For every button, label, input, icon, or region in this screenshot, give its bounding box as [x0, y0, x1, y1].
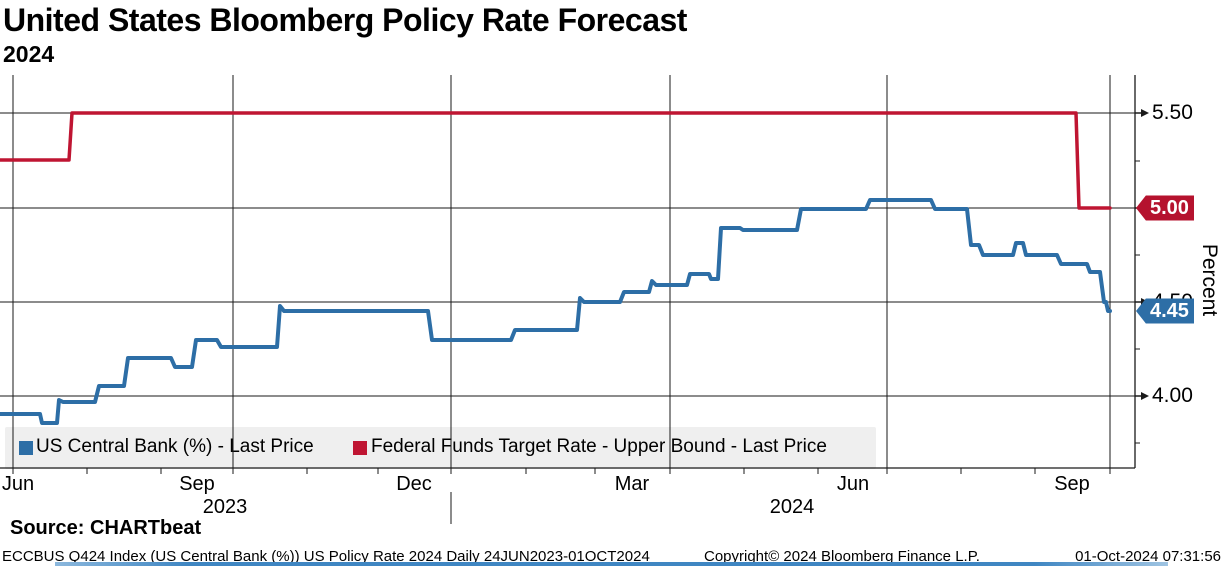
x-year-label: 2023 — [202, 496, 248, 518]
x-month-label: Dec — [396, 473, 432, 495]
last-price-badge-4.45: 4.45 — [1136, 298, 1194, 324]
index-description: ECCBUS Q424 Index (US Central Bank (%)) … — [2, 548, 650, 565]
x-month-label: Jun — [836, 473, 870, 495]
legend-swatch-0 — [19, 441, 33, 455]
legend-swatch-1 — [353, 441, 367, 455]
y-tick-arrow — [1141, 392, 1149, 400]
copyright-text: Copyright© 2024 Bloomberg Finance L.P. — [704, 548, 980, 565]
timestamp: 01-Oct-2024 07:31:56 — [1075, 548, 1221, 565]
y-axis-title: Percent — [1198, 243, 1221, 317]
bottom-blue-bar — [55, 562, 1168, 566]
x-month-label: Sep — [1054, 473, 1090, 495]
legend-label-1: Federal Funds Target Rate - Upper Bound … — [371, 436, 827, 457]
x-year-label: 2024 — [769, 496, 815, 518]
chart-legend: US Central Bank (%) - Last Price Federal … — [5, 427, 876, 469]
page-title: United States Bloomberg Policy Rate Fore… — [3, 2, 687, 38]
y-tick-arrow — [1141, 109, 1149, 117]
series-fed-funds-upper-bound — [0, 111, 1112, 210]
y-tick-label-5.50: 5.50 — [1152, 101, 1193, 124]
legend-label-0: US Central Bank (%) - Last Price — [36, 436, 314, 457]
x-month-label: Mar — [614, 473, 650, 495]
x-month-label: Sep — [179, 473, 215, 495]
y-tick-label-4.00: 4.00 — [1152, 384, 1193, 407]
source-label: Source: CHARTbeat — [10, 517, 202, 539]
page-subtitle: 2024 — [3, 41, 55, 67]
series-us-central-bank-forecast — [0, 198, 1112, 425]
last-price-badge-5.00: 5.00 — [1136, 195, 1194, 221]
x-month-label: Jun — [1, 473, 35, 495]
